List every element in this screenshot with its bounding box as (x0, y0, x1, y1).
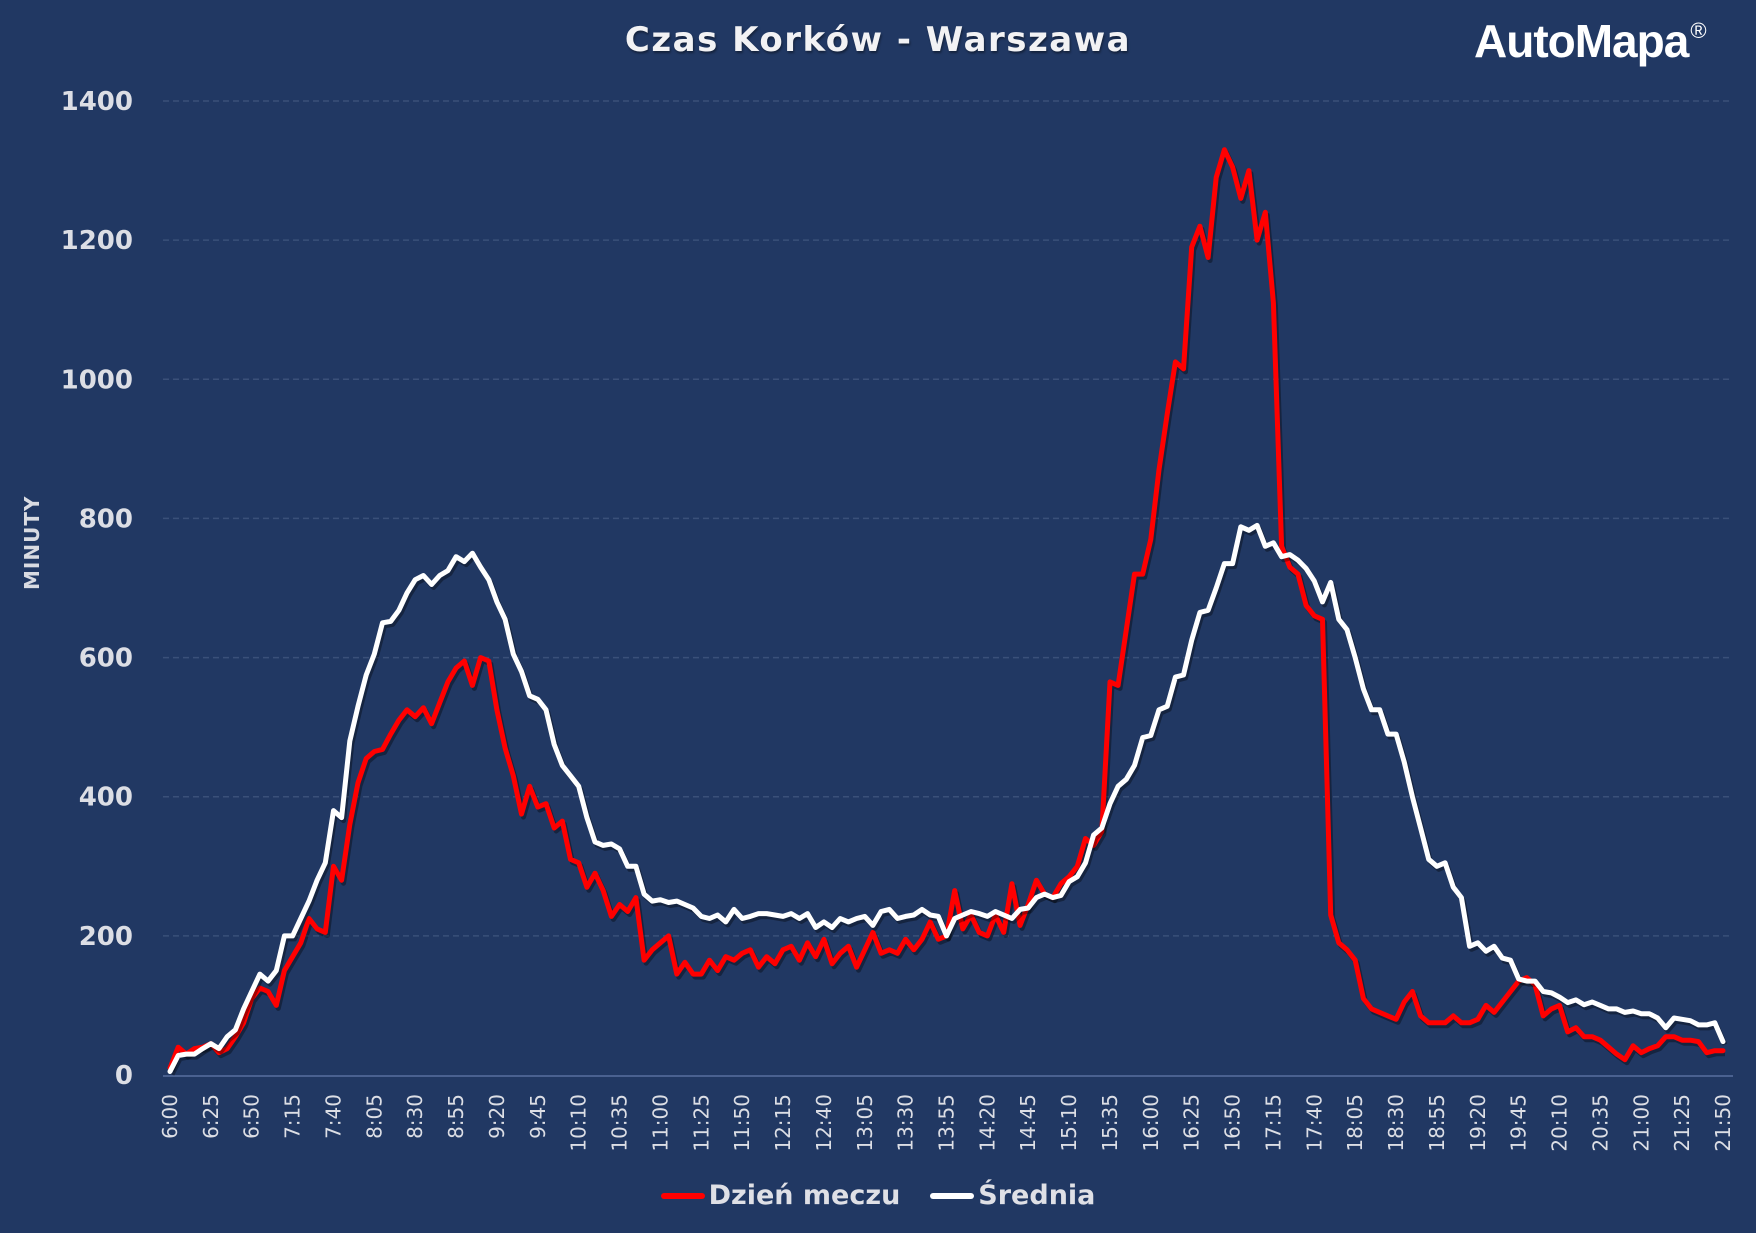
legend-label-match-day: Dzień meczu (708, 1180, 901, 1211)
chart-title: Czas Korków - Warszawa (624, 20, 1132, 60)
x-tick-label: 13:30 (894, 1094, 918, 1152)
x-tick-label: 8:55 (444, 1094, 468, 1139)
x-tick-label: 9:20 (485, 1094, 509, 1139)
x-tick-label: 16:50 (1221, 1094, 1245, 1152)
x-tick-label: 17:40 (1302, 1094, 1326, 1152)
x-axis-ticks: 6:00 6:25 6:50 7:15 7:40 8:05 8:30 8:55 9:20 9:45… (158, 1094, 1735, 1152)
x-tick-label: 15:10 (1057, 1094, 1081, 1152)
legend-label-average: Średnia (978, 1180, 1096, 1211)
x-tick-label: 16:00 (1139, 1094, 1163, 1152)
y-tick-label: 1200 (61, 226, 133, 256)
x-tick-label: 13:05 (853, 1094, 877, 1152)
x-tick-label: 10:35 (608, 1094, 632, 1152)
y-tick-label: 600 (79, 644, 133, 674)
x-tick-label: 19:45 (1507, 1094, 1531, 1152)
white-line-swatch-icon (930, 1192, 975, 1199)
y-tick-label: 1000 (61, 365, 133, 395)
y-tick-label: 400 (79, 783, 133, 813)
x-tick-label: 14:45 (1016, 1094, 1040, 1152)
y-tick-label: 800 (79, 504, 133, 534)
logo-text: AutoMapa (1474, 15, 1689, 67)
x-tick-label: 20:35 (1588, 1094, 1612, 1152)
x-tick-label: 9:45 (526, 1094, 550, 1139)
y-axis-ticks: 0 200 400 600 800 1000 1200 1400 (61, 87, 133, 1091)
x-tick-label: 15:35 (1098, 1094, 1122, 1152)
x-tick-label: 8:30 (403, 1094, 427, 1139)
series-shadow (169, 525, 1728, 1076)
x-tick-label: 8:05 (362, 1094, 386, 1139)
x-tick-label: 12:15 (771, 1094, 795, 1152)
x-tick-label: 13:55 (935, 1094, 959, 1152)
x-tick-label: 12:40 (812, 1094, 836, 1152)
registered-mark-icon: ® (1690, 18, 1706, 43)
x-tick-label: 14:20 (975, 1094, 999, 1152)
x-tick-label: 11:00 (648, 1094, 672, 1152)
gridlines (163, 100, 1733, 937)
red-line-swatch-icon (660, 1192, 705, 1199)
legend: Dzień meczu Średnia (0, 1180, 1756, 1211)
x-tick-label: 7:15 (281, 1094, 305, 1139)
series-line-average (167, 522, 1726, 1074)
x-tick-label: 6:25 (199, 1094, 223, 1139)
series-lines (167, 147, 1728, 1076)
x-tick-label: 18:55 (1425, 1094, 1449, 1152)
y-tick-label: 1400 (61, 87, 133, 117)
x-tick-label: 11:25 (689, 1094, 713, 1152)
x-tick-label: 18:05 (1343, 1094, 1367, 1152)
y-tick-label: 200 (79, 922, 133, 952)
x-tick-label: 21:00 (1629, 1094, 1653, 1152)
x-tick-label: 18:30 (1384, 1094, 1408, 1152)
x-tick-label: 6:00 (158, 1094, 182, 1139)
x-tick-label: 19:20 (1466, 1094, 1490, 1152)
x-tick-label: 20:10 (1548, 1094, 1572, 1152)
automapa-logo: AutoMapa® (1474, 14, 1707, 68)
y-tick-label: 0 (115, 1061, 133, 1091)
x-tick-label: 21:25 (1670, 1094, 1694, 1152)
x-tick-label: 21:50 (1711, 1094, 1735, 1152)
x-tick-label: 11:50 (730, 1094, 754, 1152)
x-tick-label: 6:50 (240, 1094, 264, 1139)
x-tick-label: 16:25 (1180, 1094, 1204, 1152)
x-tick-label: 7:40 (321, 1094, 345, 1139)
legend-item-match-day[interactable]: Dzień meczu (660, 1180, 901, 1211)
x-tick-label: 10:10 (567, 1094, 591, 1152)
x-tick-label: 17:15 (1261, 1094, 1285, 1152)
legend-item-average[interactable]: Średnia (930, 1180, 1095, 1211)
